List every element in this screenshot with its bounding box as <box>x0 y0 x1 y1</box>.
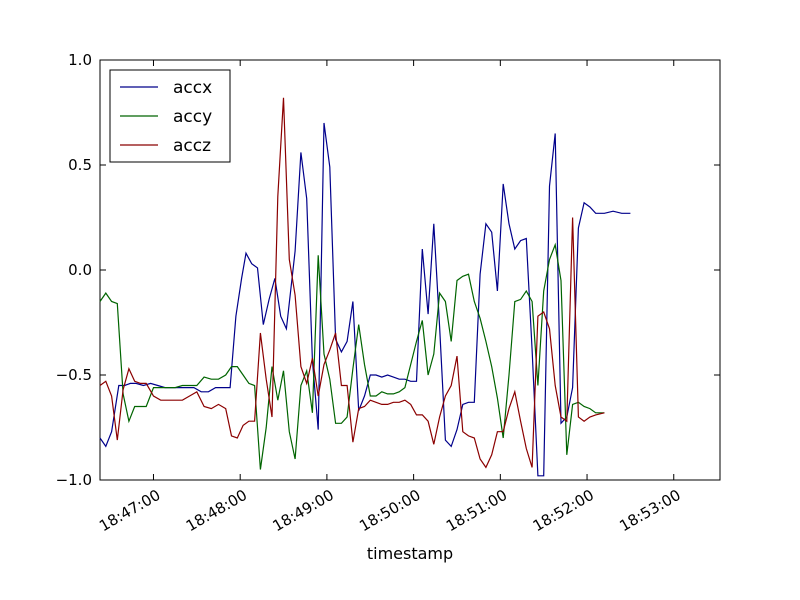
series-line-accz <box>99 97 605 469</box>
series-line-accx <box>99 122 631 477</box>
legend: accx accy accz <box>109 69 231 163</box>
y-tick-label: 0.5 <box>68 156 92 174</box>
x-tick-label: 18:53:00 <box>616 486 683 535</box>
plot-area <box>99 59 721 481</box>
x-tick-label: 18:47:00 <box>96 486 163 535</box>
x-tick-label: 18:49:00 <box>270 486 337 535</box>
y-tick-label: −0.5 <box>56 366 92 384</box>
x-tick-label: 18:48:00 <box>183 486 250 535</box>
x-axis-label: timestamp <box>367 544 453 563</box>
series-line-accy <box>99 242 605 470</box>
x-tick-label: 18:51:00 <box>443 486 510 535</box>
y-tick-label: −1.0 <box>56 471 92 489</box>
ticks-layer <box>100 59 720 481</box>
x-tick-label: 18:52:00 <box>530 486 597 535</box>
legend-label-accx: accx <box>173 78 212 98</box>
x-tick-label: 18:50:00 <box>356 486 423 535</box>
x-tick-labels: 18:47:00 18:48:00 18:49:00 18:50:00 18:51:00… <box>96 486 684 535</box>
y-tick-label: 0.0 <box>68 261 92 279</box>
legend-label-accy: accy <box>173 107 212 127</box>
legend-label-accz: accz <box>173 136 211 156</box>
y-tick-label: 1.0 <box>68 51 92 69</box>
series-layer <box>99 97 631 477</box>
y-tick-labels: 1.0 0.5 0.0 −0.5 −1.0 <box>56 51 92 489</box>
